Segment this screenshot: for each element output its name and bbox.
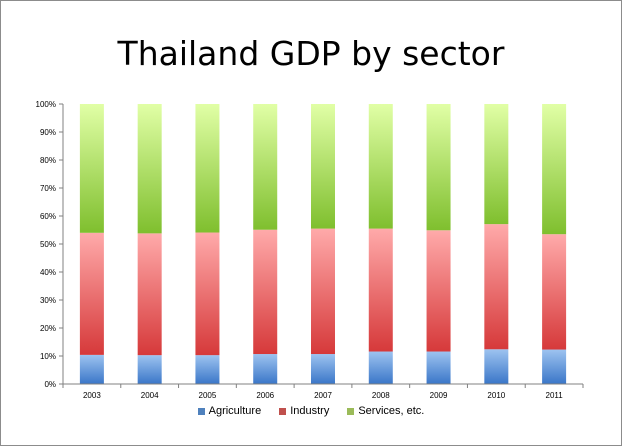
bar-agriculture-2011 — [542, 349, 567, 384]
bar-agriculture-2007 — [311, 354, 335, 384]
x-tick-label: 2009 — [430, 391, 448, 400]
bar-services-etc-2008 — [368, 104, 393, 229]
bar-services-etc-2005 — [195, 104, 220, 233]
y-tick-label: 10% — [40, 352, 56, 361]
x-tick-label: 2004 — [141, 391, 159, 400]
legend-item-industry: Industry — [279, 405, 329, 417]
bar-industry-2007 — [311, 228, 335, 355]
y-tick-label: 80% — [40, 156, 56, 165]
bar-industry-2008 — [368, 228, 393, 352]
legend-item-agriculture: Agriculture — [197, 405, 262, 417]
legend-label: Agriculture — [208, 405, 262, 417]
x-tick-label: 2011 — [546, 391, 564, 400]
bar-agriculture-2003 — [79, 354, 104, 384]
chart-title: Thailand GDP by sector — [117, 34, 505, 73]
bar-industry-2006 — [253, 229, 278, 355]
legend-swatch — [279, 407, 287, 415]
bar-agriculture-2010 — [484, 349, 509, 384]
chart-legend: Agriculture Industry Services, etc. — [0, 405, 622, 417]
legend-item-services-etc: Services, etc. — [347, 405, 424, 417]
legend-label: Services, etc. — [358, 405, 425, 417]
bar-industry-2004 — [137, 233, 162, 356]
bar-industry-2011 — [542, 234, 567, 350]
x-tick-label: 2008 — [372, 391, 390, 400]
x-tick-label: 2005 — [199, 391, 217, 400]
legend-swatch — [197, 407, 205, 415]
y-tick-label: 50% — [40, 240, 56, 249]
legend-label: Industry — [290, 405, 330, 417]
bar-services-etc-2007 — [311, 104, 335, 229]
x-tick-label: 2006 — [256, 391, 274, 400]
y-tick-label: 0% — [44, 380, 56, 389]
legend-swatch — [347, 407, 355, 415]
x-tick-label: 2007 — [314, 391, 332, 400]
bar-services-etc-2006 — [253, 104, 278, 230]
bar-services-etc-2011 — [542, 104, 567, 235]
bar-services-etc-2009 — [426, 104, 451, 231]
bar-services-etc-2004 — [137, 104, 162, 234]
bar-industry-2009 — [426, 230, 451, 352]
y-tick-label: 40% — [40, 268, 56, 277]
bar-industry-2010 — [484, 224, 509, 350]
bar-agriculture-2009 — [426, 351, 451, 384]
y-tick-label: 90% — [40, 128, 56, 137]
y-tick-label: 70% — [40, 184, 56, 193]
x-tick-label: 2010 — [487, 391, 505, 400]
bar-services-etc-2010 — [484, 104, 509, 225]
bar-industry-2003 — [79, 232, 104, 355]
y-tick-label: 100% — [36, 100, 56, 109]
bar-agriculture-2008 — [368, 351, 393, 384]
y-tick-label: 20% — [40, 324, 56, 333]
bar-agriculture-2006 — [253, 354, 278, 384]
x-tick-label: 2003 — [83, 391, 101, 400]
y-tick-label: 30% — [40, 296, 56, 305]
bar-agriculture-2005 — [195, 355, 220, 384]
y-tick-label: 60% — [40, 212, 56, 221]
bar-services-etc-2003 — [79, 104, 104, 233]
bar-agriculture-2004 — [137, 355, 162, 384]
bar-industry-2005 — [195, 232, 220, 356]
